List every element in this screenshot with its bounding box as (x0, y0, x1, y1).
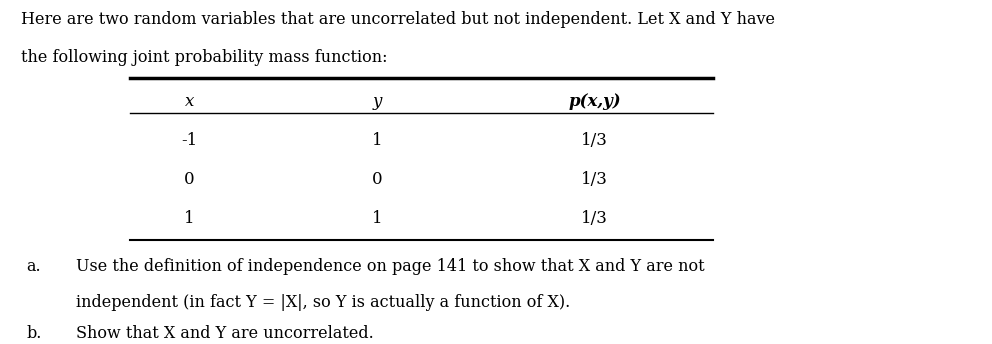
Text: 0: 0 (372, 171, 382, 188)
Text: independent (in fact Y = |X|, so Y is actually a function of X).: independent (in fact Y = |X|, so Y is ac… (75, 294, 569, 311)
Text: y: y (372, 93, 382, 110)
Text: 1/3: 1/3 (581, 171, 608, 188)
Text: a.: a. (26, 258, 41, 275)
Text: Here are two random variables that are uncorrelated but not independent. Let X a: Here are two random variables that are u… (21, 11, 775, 28)
Text: b.: b. (26, 325, 42, 342)
Text: x: x (185, 93, 193, 110)
Text: 1/3: 1/3 (581, 210, 608, 227)
Text: 1: 1 (184, 210, 194, 227)
Text: Use the definition of independence on page 141 to show that X and Y are not: Use the definition of independence on pa… (75, 258, 704, 275)
Text: 1: 1 (372, 132, 382, 149)
Text: 1: 1 (372, 210, 382, 227)
Text: Show that X and Y are uncorrelated.: Show that X and Y are uncorrelated. (75, 325, 373, 342)
Text: p(x,y): p(x,y) (568, 93, 621, 110)
Text: 1/3: 1/3 (581, 132, 608, 149)
Text: 0: 0 (184, 171, 194, 188)
Text: -1: -1 (182, 132, 197, 149)
Text: the following joint probability mass function:: the following joint probability mass fun… (21, 49, 388, 66)
